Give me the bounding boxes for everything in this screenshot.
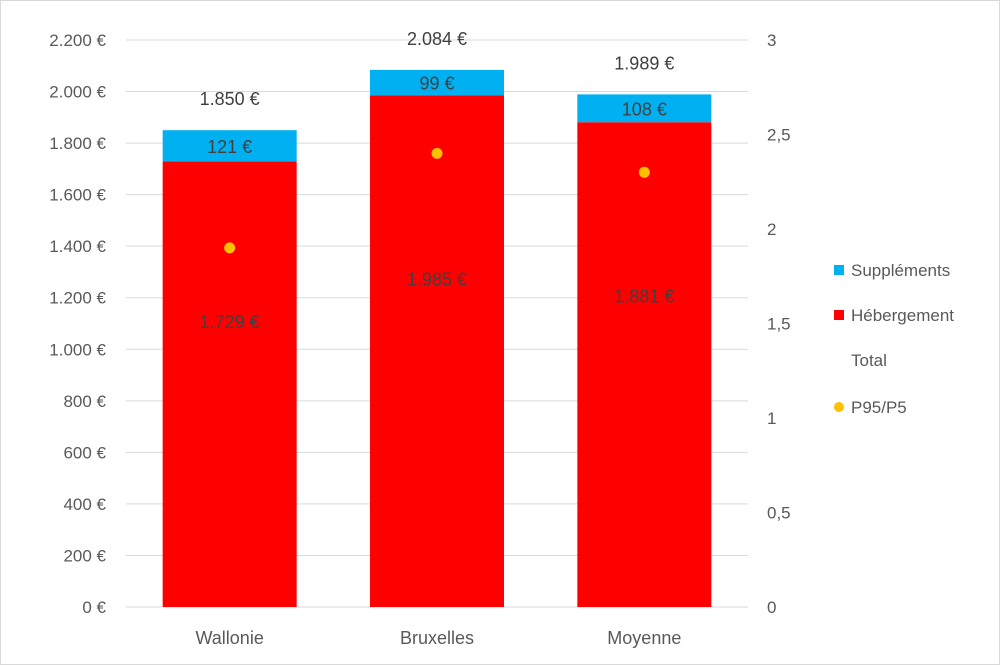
- legend-label: Suppléments: [851, 261, 950, 280]
- data-label-hebergement: 1.881 €: [614, 287, 674, 307]
- y2-tick-label: 2,5: [767, 126, 791, 145]
- bar-hebergement: [370, 95, 504, 607]
- bar-hebergement: [577, 122, 712, 607]
- y-tick-label: 1.200 €: [49, 289, 106, 308]
- data-label-hebergement: 1.729 €: [200, 312, 260, 332]
- data-label-hebergement: 1.985 €: [407, 270, 467, 290]
- p95-p5-point: [224, 242, 236, 254]
- y-tick-label: 600 €: [63, 443, 106, 462]
- bar-supplements: [370, 69, 504, 96]
- y-tick-label: 2.000 €: [49, 83, 106, 102]
- y-tick-label: 1.600 €: [49, 186, 106, 205]
- y-tick-label: 1.400 €: [49, 237, 106, 256]
- y-tick-label: 200 €: [63, 546, 106, 565]
- legend-marker: [834, 402, 844, 412]
- x-category-label: Wallonie: [195, 628, 263, 648]
- x-category-label: Bruxelles: [400, 628, 474, 648]
- data-label-supplements: 121 €: [207, 137, 252, 157]
- y-tick-label: 1.800 €: [49, 134, 106, 153]
- y2-tick-label: 3: [767, 31, 776, 50]
- y-tick-label: 2.200 €: [49, 31, 106, 50]
- data-label-total: 2.084 €: [407, 29, 467, 49]
- legend-label: Total: [851, 351, 887, 370]
- y-tick-label: 0 €: [82, 598, 106, 617]
- legend-marker: [834, 265, 844, 275]
- y-tick-label: 400 €: [63, 495, 106, 514]
- p95-p5-point: [431, 147, 443, 159]
- x-category-label: Moyenne: [607, 628, 681, 648]
- y2-tick-label: 0,5: [767, 504, 791, 523]
- data-label-supplements: 108 €: [622, 99, 667, 119]
- y2-tick-label: 2: [767, 220, 776, 239]
- data-label-total: 1.850 €: [200, 89, 260, 109]
- y-tick-label: 800 €: [63, 392, 106, 411]
- y2-tick-label: 1: [767, 409, 776, 428]
- bar-supplements: [162, 130, 297, 162]
- legend-label: Hébergement: [851, 306, 954, 325]
- legend-label: P95/P5: [851, 398, 907, 417]
- bar-supplements: [577, 94, 712, 123]
- data-label-total: 1.989 €: [614, 53, 674, 73]
- y2-tick-label: 1,5: [767, 315, 791, 334]
- y2-tick-label: 0: [767, 598, 776, 617]
- bar-hebergement: [162, 161, 297, 608]
- p95-p5-point: [638, 166, 650, 178]
- y-tick-label: 1.000 €: [49, 340, 106, 359]
- data-label-supplements: 99 €: [419, 74, 454, 94]
- legend-marker: [834, 310, 844, 320]
